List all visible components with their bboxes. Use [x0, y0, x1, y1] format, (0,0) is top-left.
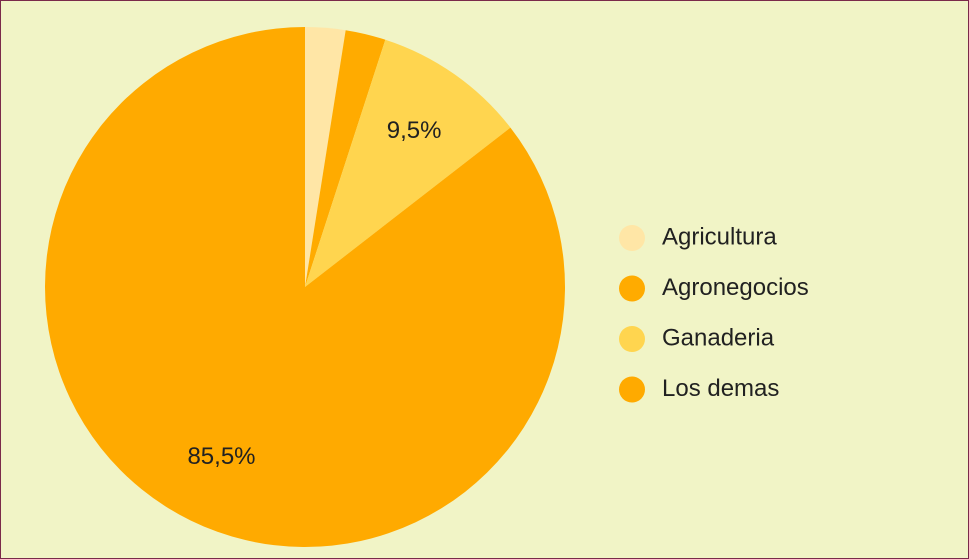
legend-swatch — [619, 275, 645, 302]
legend-label: Los demas — [662, 375, 779, 402]
legend-swatch — [619, 376, 645, 403]
legend-label: Ganaderia — [662, 324, 775, 351]
pie-slice — [305, 27, 346, 287]
pie-slice — [305, 39, 511, 287]
legend-swatch — [619, 225, 645, 251]
legend-label: Agronegocios — [662, 274, 809, 301]
pie-slice — [44, 27, 565, 547]
pie-slice — [305, 30, 386, 288]
legend-swatch — [619, 326, 645, 352]
data-label: 85,5% — [187, 443, 255, 470]
data-label: 9,5% — [387, 117, 442, 144]
legend-label: Agricultura — [662, 223, 777, 250]
